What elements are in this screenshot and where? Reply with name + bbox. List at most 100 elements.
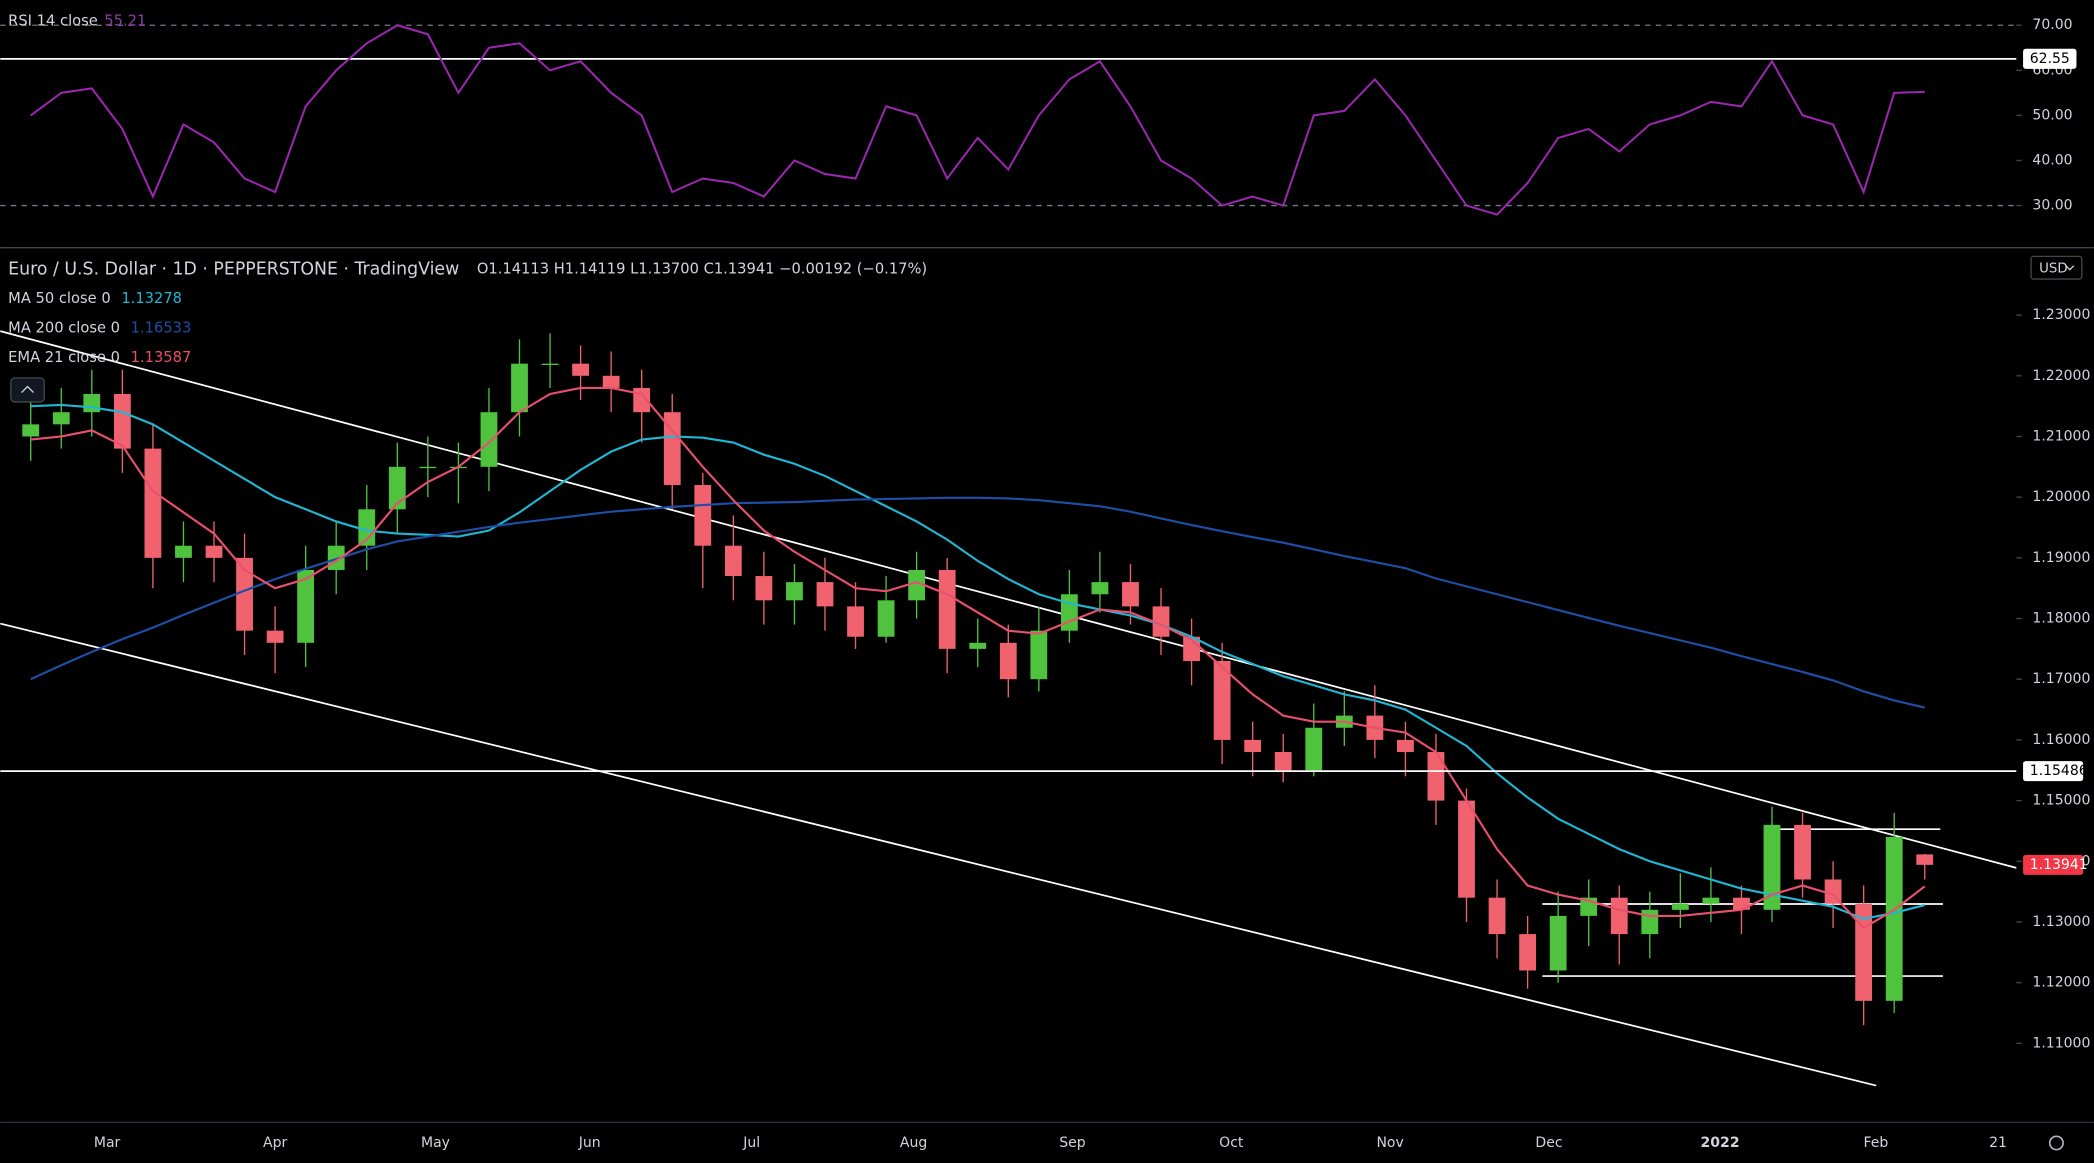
candle-body: [724, 545, 742, 577]
moving-average: [30, 386, 1926, 930]
y-tick-label: 1.19000: [2032, 550, 2090, 566]
candle-body: [602, 375, 620, 388]
candle-body: [1030, 630, 1048, 680]
legend-value: 1.13587: [131, 349, 192, 366]
level-label: 1.15486: [2030, 763, 2088, 779]
candle-body: [1305, 727, 1323, 771]
candle-body: [419, 466, 437, 469]
collapse-icon: [21, 385, 35, 394]
x-tick-label: Oct: [1219, 1135, 1244, 1151]
candle-body: [1794, 824, 1811, 880]
candle-body: [1519, 934, 1537, 971]
candle-body: [266, 630, 284, 643]
candle-body: [694, 485, 712, 546]
candle-body: [480, 412, 498, 467]
rsi-level-box: [2023, 48, 2077, 69]
candle-body: [786, 582, 803, 601]
candle-body: [1397, 739, 1414, 753]
candle-body: [1213, 661, 1231, 740]
collapse-button[interactable]: [10, 377, 45, 403]
currency-caret: [2065, 265, 2075, 271]
candle-body: [816, 582, 834, 607]
candle-body: [388, 466, 406, 510]
legend-value: 1.16533: [131, 319, 192, 336]
x-tick-label: Jun: [578, 1135, 601, 1151]
candle-body: [1427, 752, 1445, 801]
price-pane: [0, 330, 2017, 1087]
legend-name: MA 50 close 0: [8, 290, 110, 307]
candle-body: [1549, 915, 1567, 971]
y-tick-label: 1.23000: [2032, 307, 2090, 323]
rsi-label: RSI 14 close: [8, 12, 98, 29]
moving-average: [30, 496, 1925, 709]
price-label-box: [2023, 854, 2084, 875]
candle-body: [572, 363, 589, 376]
y-tick-label: 40.00: [2032, 152, 2072, 168]
x-tick-label: Feb: [1863, 1135, 1888, 1151]
candle-body: [1274, 752, 1292, 771]
x-tick-label: 21: [1989, 1135, 2007, 1151]
candle-body: [541, 363, 559, 365]
x-tick-label: Sep: [1059, 1135, 1086, 1151]
y-tick-label: 1.21000: [2032, 428, 2090, 444]
candle-body: [1916, 854, 1934, 865]
x-tick-label: Dec: [1535, 1135, 1562, 1151]
settings-icon[interactable]: [2048, 1135, 2064, 1151]
x-tick-label: Apr: [263, 1135, 287, 1151]
trend-line: [0, 622, 1877, 1087]
legend-name: MA 200 close 0: [8, 319, 120, 336]
y-tick-label: 1.17000: [2032, 671, 2090, 687]
candle-body: [22, 424, 40, 437]
rsi-line: [30, 24, 1925, 216]
candle-body: [52, 412, 70, 425]
y-tick-label: 1.22000: [2032, 368, 2090, 384]
candle-body: [1091, 582, 1109, 595]
candle-body: [83, 393, 101, 413]
candle-body: [1885, 836, 1903, 1001]
x-tick-label: Mar: [94, 1135, 121, 1151]
price-label: 1.13941: [2030, 857, 2088, 873]
candle-body: [999, 642, 1017, 680]
y-tick-label: 70.00: [2032, 17, 2072, 33]
candle-body: [1763, 824, 1781, 910]
moving-average: [30, 403, 1926, 921]
rsi-pane: [0, 24, 2017, 216]
candle-body: [1244, 739, 1262, 753]
x-tick-label: Nov: [1376, 1135, 1403, 1151]
currency-button[interactable]: [2030, 255, 2083, 280]
currency: USD: [2039, 261, 2068, 276]
rsi-value: 55.21: [104, 12, 146, 29]
candle-body: [877, 600, 895, 637]
chart-title: Euro / U.S. Dollar · 1D · PEPPERSTONE · …: [8, 260, 459, 280]
y-tick-label: 1.13000: [2032, 914, 2090, 930]
candle-body: [1458, 800, 1475, 898]
y-tick-label: 1.15000: [2032, 793, 2090, 809]
candle-body: [511, 363, 528, 413]
candle-body: [663, 412, 681, 486]
y-tick-label: 50.00: [2032, 107, 2072, 123]
candle-body: [1702, 897, 1720, 904]
level-label-box: [2023, 761, 2084, 782]
candle-body: [1610, 897, 1628, 935]
candle-body: [175, 545, 192, 558]
rsi-level-label: 62.55: [2030, 51, 2070, 67]
y-tick-label: 1.16000: [2032, 732, 2090, 748]
candle-body: [113, 393, 131, 449]
candle-body: [1152, 606, 1170, 637]
legend-value: 1.13278: [121, 290, 182, 307]
trend-line: [0, 330, 2017, 869]
candle-body: [1855, 903, 1873, 1001]
axes: 1.110001.120001.130001.140001.150001.160…: [94, 17, 2091, 1151]
legend-name: EMA 21 close 0: [8, 349, 120, 366]
candle-body: [1671, 903, 1689, 910]
candle-body: [205, 545, 223, 558]
candle-body: [1641, 909, 1659, 935]
x-tick-label: May: [421, 1135, 450, 1151]
candle-body: [1488, 897, 1506, 935]
candle-body: [358, 509, 376, 546]
candle-body: [938, 569, 956, 649]
y-tick-label: 1.11000: [2032, 1035, 2090, 1051]
